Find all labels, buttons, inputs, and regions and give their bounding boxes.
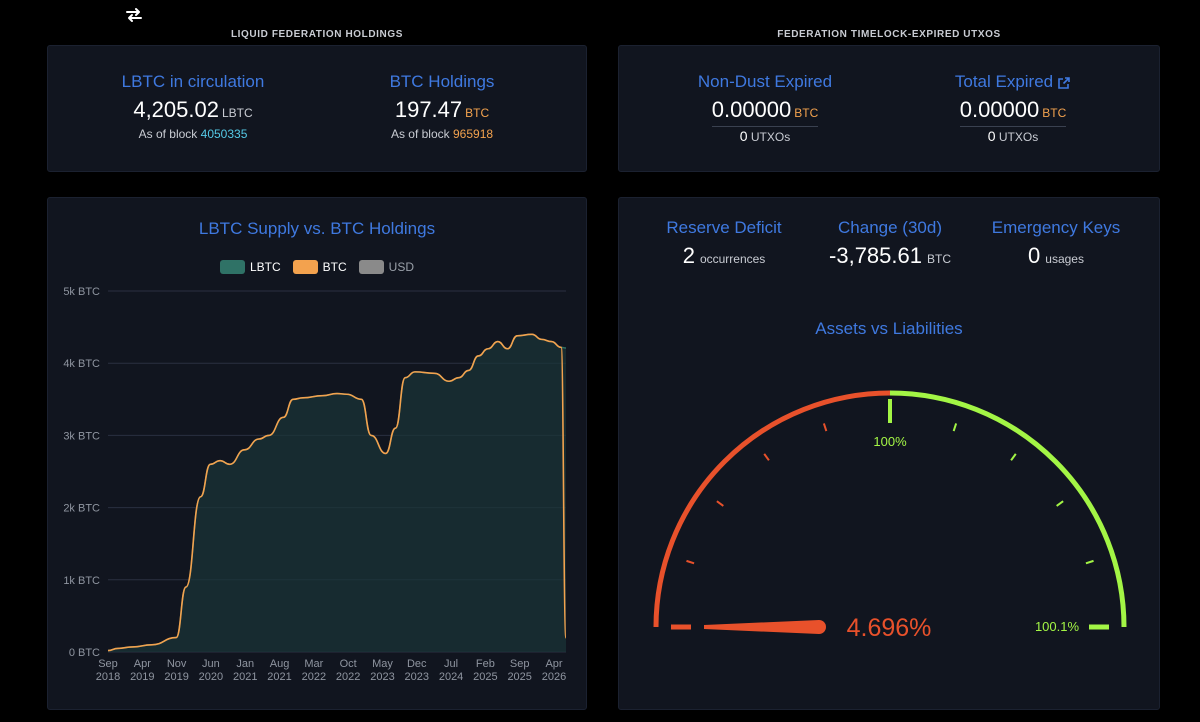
- change-30d-stat: Change (30d) -3,785.61 BTC: [810, 218, 970, 269]
- emergency-keys-label[interactable]: Emergency Keys: [991, 218, 1121, 237]
- expired-panel: Non-Dust Expired 0.00000 BTC 0 UTXOs Tota…: [618, 45, 1160, 172]
- x-tick-label: Apr: [134, 658, 151, 670]
- y-tick-label: 3k BTC: [63, 430, 100, 442]
- lbtc-area: [108, 334, 566, 652]
- gauge-tick: [1010, 453, 1017, 461]
- x-tick-year: 2023: [405, 671, 429, 683]
- reserve-deficit-label[interactable]: Reserve Deficit: [666, 218, 782, 237]
- gauge-needle: [704, 620, 826, 634]
- legend-item-lbtc[interactable]: LBTC: [219, 260, 281, 274]
- lbtc-circulation-label[interactable]: LBTC in circulation: [121, 72, 265, 91]
- legend-item-usd[interactable]: USD: [358, 260, 414, 274]
- gauge-arc-low: [653, 390, 891, 628]
- x-tick-year: 2024: [439, 671, 463, 683]
- btc-block-link[interactable]: 965918: [453, 127, 494, 141]
- non-dust-expired-stat: Non-Dust Expired 0.00000 BTC 0 UTXOs: [665, 72, 865, 144]
- x-tick-year: 2025: [507, 671, 531, 683]
- lbtc-circulation-value: 4,205.02 LBTC: [133, 97, 253, 122]
- lbtc-block-info: As of block 4050335: [138, 127, 248, 141]
- total-utxo-count: 0 UTXOs: [987, 128, 1039, 144]
- x-tick-year: 2021: [233, 671, 257, 683]
- gauge-tick: [686, 559, 695, 565]
- y-tick-label: 4k BTC: [63, 358, 100, 370]
- x-tick-year: 2022: [336, 671, 360, 683]
- gauge-tick: [822, 423, 828, 432]
- chart-title: LBTC Supply vs. BTC Holdings: [198, 219, 436, 238]
- gauge-ticks: [686, 399, 1094, 565]
- y-tick-label: 2k BTC: [63, 503, 100, 515]
- lbtc-block-link[interactable]: 4050335: [200, 127, 248, 141]
- gauge-title: Assets vs Liabilities: [815, 319, 963, 338]
- gauge-arc-high: [889, 390, 1127, 628]
- total-expired-value: 0.00000 BTC: [959, 97, 1067, 127]
- gauge-max-label: 100.1%: [1035, 619, 1080, 634]
- x-tick-year: 2021: [267, 671, 291, 683]
- gauge-tick: [763, 453, 770, 461]
- x-tick-label: May: [372, 658, 393, 670]
- btc-block-info: As of block 965918: [390, 127, 494, 141]
- non-dust-expired-value: 0.00000 BTC: [711, 97, 819, 127]
- emergency-keys-value: 0 usages: [1028, 243, 1084, 268]
- emergency-keys-stat: Emergency Keys 0 usages: [976, 218, 1136, 269]
- change-30d-value: -3,785.61 BTC: [829, 243, 951, 268]
- holdings-panel: LBTC in circulation 4,205.02 LBTC As of b…: [47, 45, 587, 172]
- assets-liabilities-gauge: 100% 100.1% 4.696%: [653, 390, 1127, 642]
- gauge-tick: [952, 423, 958, 432]
- gauge-tick: [1056, 500, 1064, 507]
- x-tick-year: 2026: [542, 671, 566, 683]
- x-tick-year: 2019: [130, 671, 154, 683]
- x-tick-label: Nov: [167, 658, 187, 670]
- x-tick-year: 2022: [302, 671, 326, 683]
- legend-item-btc[interactable]: BTC: [292, 260, 347, 274]
- lbtc-circulation-stat: LBTC in circulation 4,205.02 LBTC As of b…: [93, 72, 293, 141]
- x-tick-label: Sep: [510, 658, 530, 670]
- x-tick-label: Oct: [340, 658, 357, 670]
- total-expired-stat: Total Expired 0.00000 BTC 0 UTXOs: [913, 72, 1113, 144]
- holdings-section-title: LIQUID FEDERATION HOLDINGS: [230, 29, 404, 40]
- reserve-deficit-value: 2 occurrences: [682, 243, 766, 268]
- reserve-deficit-stat: Reserve Deficit 2 occurrences: [644, 218, 804, 269]
- gauge-tick: [716, 500, 724, 507]
- btc-unit: BTC: [465, 106, 490, 120]
- x-tick-label: Jan: [236, 658, 254, 670]
- x-tick-label: Jun: [202, 658, 220, 670]
- external-link-icon[interactable]: [1057, 76, 1071, 90]
- x-tick-year: 2023: [370, 671, 394, 683]
- chart-legend: LBTC BTC USD: [48, 260, 586, 274]
- reserve-panel: Reserve Deficit 2 occurrences Change (30d…: [618, 197, 1160, 710]
- x-tick-year: 2020: [199, 671, 223, 683]
- expired-section-title: FEDERATION TIMELOCK-EXPIRED UTXOS: [777, 29, 1001, 40]
- x-tick-label: Sep: [98, 658, 118, 670]
- btc-series-line: [107, 333, 567, 652]
- x-tick-label: Feb: [476, 658, 495, 670]
- supply-chart-panel: LBTC Supply vs. BTC Holdings LBTC BTC US…: [47, 197, 587, 710]
- change-30d-label[interactable]: Change (30d): [838, 218, 942, 237]
- y-tick-label: 1k BTC: [63, 575, 100, 587]
- btc-holdings-stat: BTC Holdings 197.47 BTC As of block 96591…: [342, 72, 542, 141]
- gauge-value-label: 4.696%: [847, 614, 932, 642]
- y-tick-label: 0 BTC: [69, 647, 100, 659]
- x-tick-label: Aug: [270, 658, 290, 670]
- swap-arrows-icon[interactable]: [124, 5, 144, 25]
- x-tick-label: Dec: [407, 658, 427, 670]
- x-tick-year: 2018: [96, 671, 120, 683]
- non-dust-expired-label[interactable]: Non-Dust Expired: [697, 72, 833, 91]
- gauge-mid-label: 100%: [873, 434, 907, 449]
- btc-holdings-label[interactable]: BTC Holdings: [389, 72, 495, 91]
- x-tick-label: Jul: [444, 658, 458, 670]
- x-tick-label: Mar: [304, 658, 323, 670]
- lbtc-unit: LBTC: [221, 106, 253, 120]
- x-tick-year: 2025: [473, 671, 497, 683]
- y-tick-label: 5k BTC: [63, 286, 100, 298]
- btc-holdings-value: 197.47 BTC: [394, 97, 490, 122]
- total-expired-label[interactable]: Total Expired: [913, 72, 1113, 92]
- x-tick-label: Apr: [545, 658, 562, 670]
- gauge-tick: [1085, 559, 1094, 565]
- x-tick-year: 2019: [164, 671, 188, 683]
- non-dust-utxo-count: 0 UTXOs: [739, 128, 791, 144]
